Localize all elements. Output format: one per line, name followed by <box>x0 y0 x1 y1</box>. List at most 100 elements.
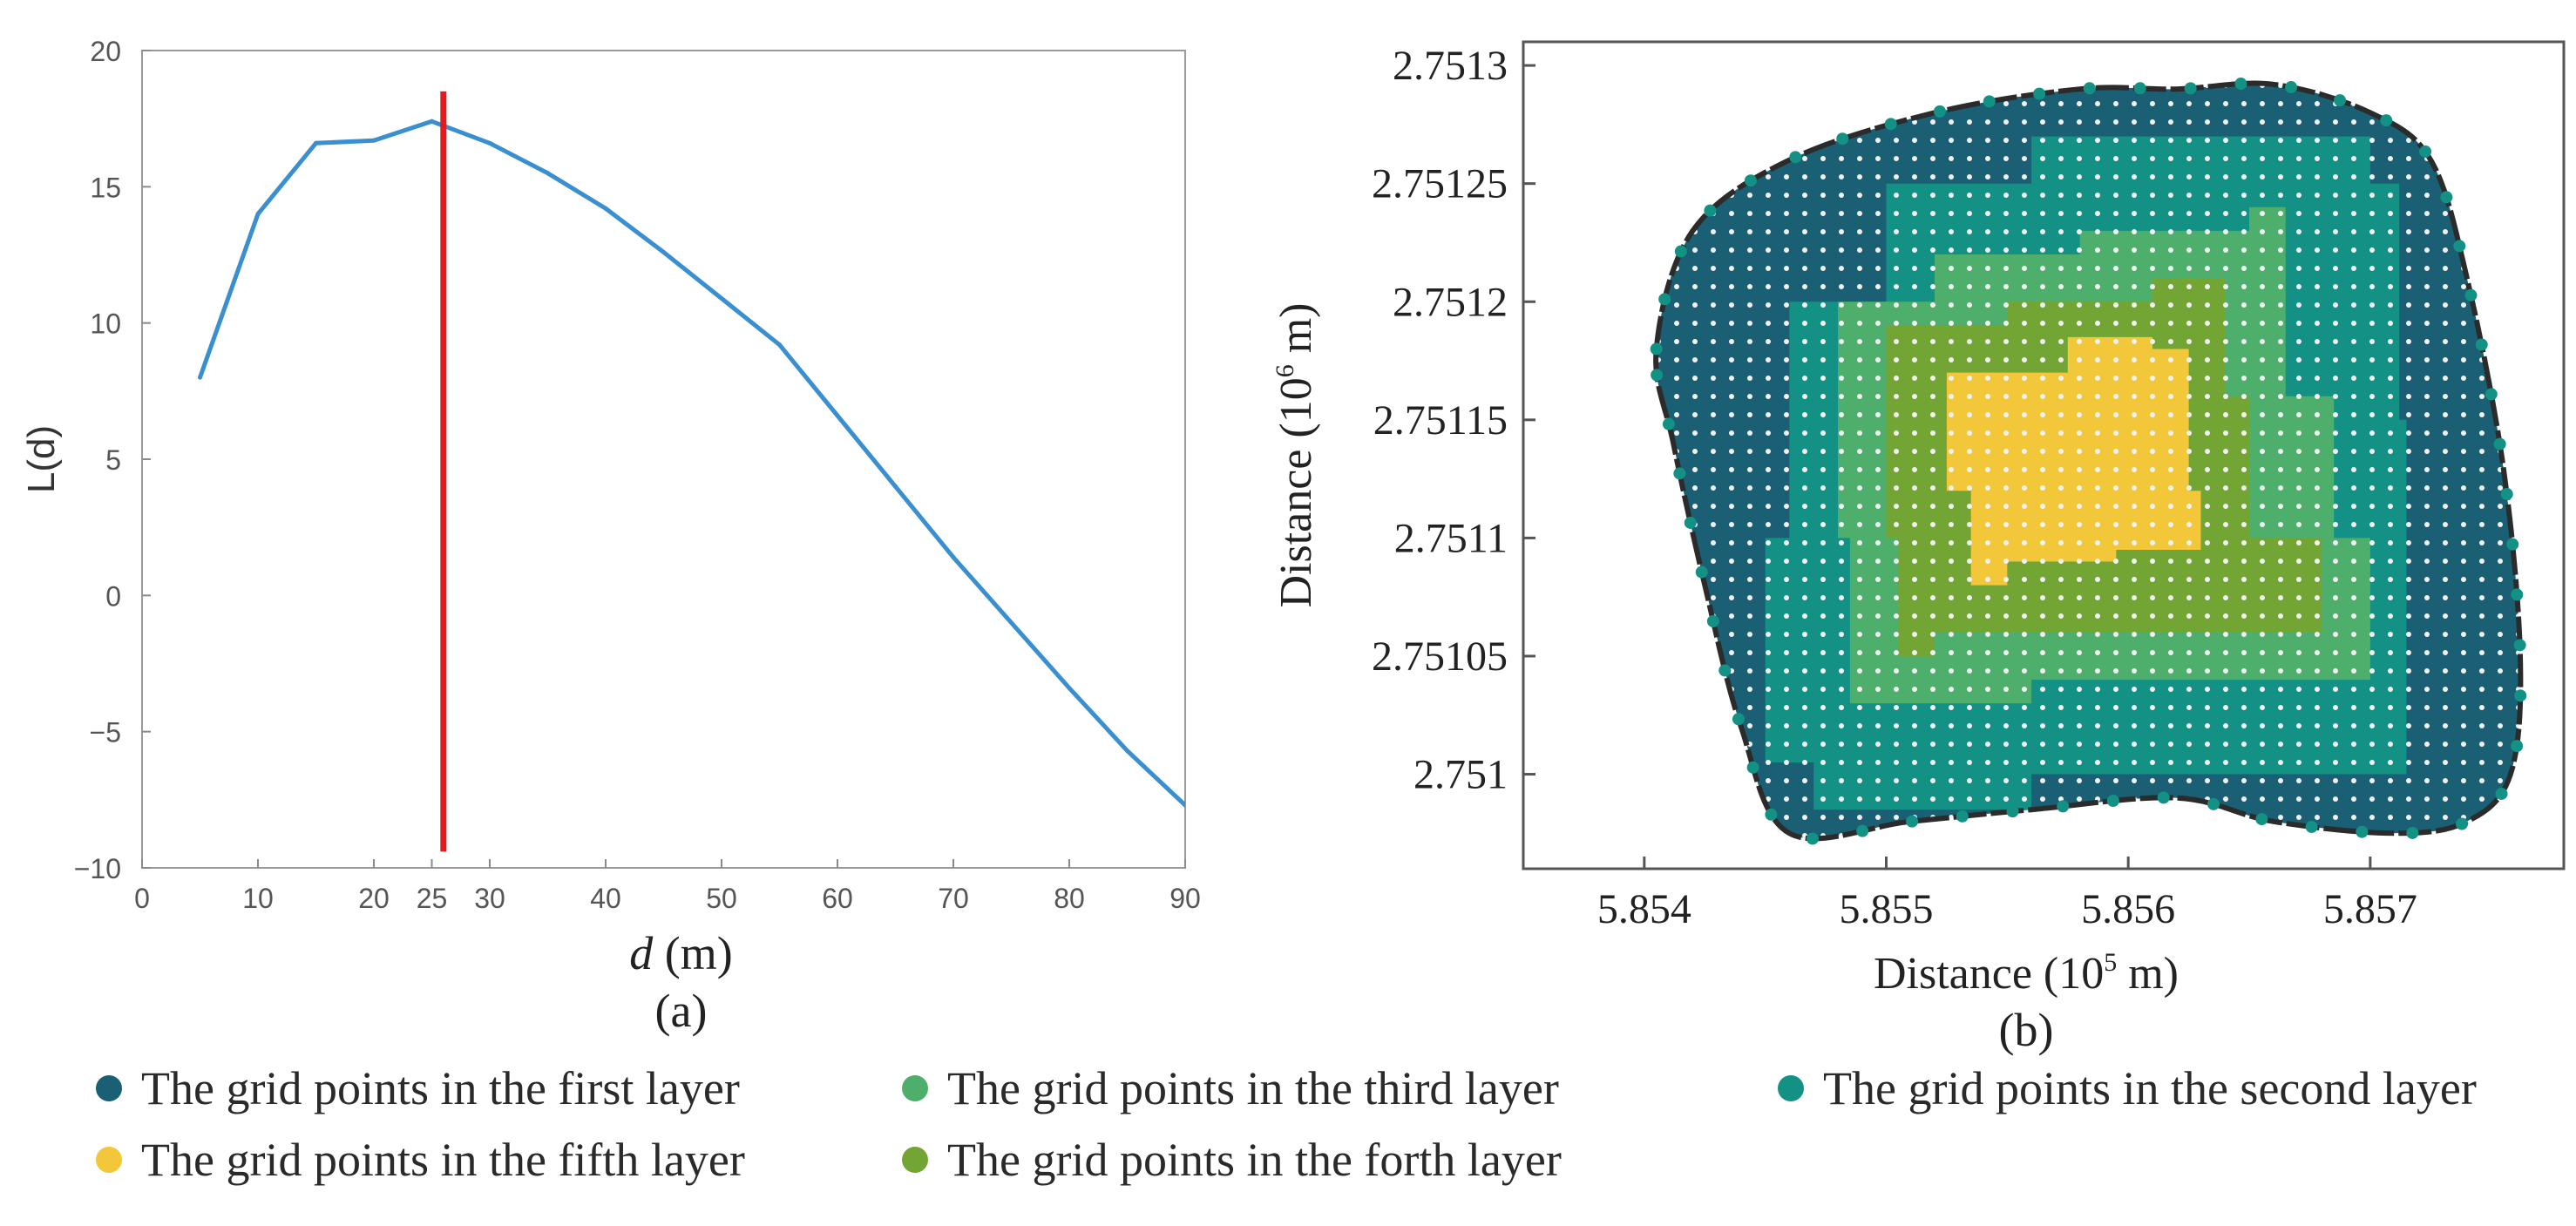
b-grid-point <box>2186 119 2192 125</box>
b-grid-point <box>2461 833 2466 838</box>
b-edge-point <box>1704 204 1717 217</box>
a-x-tick-label: 40 <box>590 883 621 914</box>
b-grid-point <box>1839 760 1844 765</box>
b-grid-point <box>1692 723 1698 728</box>
b-grid-point <box>2315 156 2320 161</box>
b-grid-point <box>1894 851 1899 857</box>
b-grid-point <box>1729 467 1734 472</box>
b-grid-point <box>1546 321 1551 326</box>
b-grid-point <box>1583 193 1588 198</box>
b-grid-point <box>1802 302 1807 308</box>
b-grid-point <box>1747 64 1752 70</box>
b-grid-point <box>1820 430 1826 436</box>
b-grid-point <box>1766 266 1771 271</box>
b-grid-point <box>2498 613 2503 619</box>
b-grid-point <box>2022 266 2027 271</box>
b-grid-point <box>1820 83 1826 88</box>
b-grid-point <box>2168 156 2173 161</box>
b-grid-point <box>2241 64 2247 70</box>
b-grid-point <box>1930 467 1935 472</box>
b-grid-point <box>2296 815 2301 820</box>
b-grid-point <box>2095 376 2100 381</box>
panel-a-x-axis-label: d (m) <box>629 927 732 979</box>
b-grid-point <box>2223 266 2228 271</box>
b-grid-point <box>1747 815 1752 820</box>
b-grid-point <box>2113 485 2118 491</box>
b-grid-point <box>1637 796 1643 802</box>
b-edge-point <box>2033 87 2046 100</box>
b-grid-point <box>2058 778 2064 783</box>
b-grid-point <box>2058 687 2064 692</box>
b-grid-point <box>1802 339 1807 344</box>
b-grid-point <box>2223 522 2228 527</box>
b-grid-point <box>2424 632 2430 637</box>
a-y-tick-label: 10 <box>90 308 121 340</box>
b-grid-point <box>1546 540 1551 545</box>
b-grid-point <box>2186 650 2192 655</box>
b-grid-point <box>2315 467 2320 472</box>
b-grid-point <box>2077 577 2082 582</box>
b-grid-point <box>1839 595 1844 600</box>
b-grid-point <box>1930 321 1935 326</box>
b-grid-point <box>1637 284 1643 289</box>
b-grid-point <box>2315 760 2320 765</box>
b-grid-point <box>2077 357 2082 362</box>
b-grid-point <box>2498 138 2503 143</box>
b-grid-point <box>2461 668 2466 674</box>
b-grid-point <box>2260 467 2265 472</box>
b-grid-point <box>1583 687 1588 692</box>
a-y-tick-label: 20 <box>90 36 121 67</box>
b-grid-point <box>1583 394 1588 399</box>
b-grid-point <box>2168 723 2173 728</box>
b-grid-point <box>2351 613 2356 619</box>
b-grid-point <box>1747 449 1752 454</box>
b-grid-point <box>1930 687 1935 692</box>
b-grid-point <box>2223 504 2228 509</box>
b-grid-point <box>2022 742 2027 747</box>
b-grid-point <box>2388 851 2393 857</box>
b-grid-point <box>1729 46 1734 51</box>
b-grid-point <box>2388 266 2393 271</box>
b-grid-point <box>2388 229 2393 234</box>
b-grid-point <box>2516 83 2521 88</box>
b-grid-point <box>2150 559 2155 564</box>
b-grid-point <box>2479 778 2484 783</box>
b-grid-point <box>1674 357 1679 362</box>
b-grid-point <box>1912 174 1917 179</box>
b-grid-point <box>2424 119 2430 125</box>
b-grid-point <box>2058 485 2064 491</box>
b-grid-point <box>1985 430 1990 436</box>
b-grid-point <box>2534 851 2539 857</box>
b-grid-point <box>2113 64 2118 70</box>
b-grid-point <box>1564 522 1569 527</box>
b-grid-point <box>2003 430 2009 436</box>
b-grid-point <box>1546 211 1551 216</box>
b-grid-point <box>2498 339 2503 344</box>
b-grid-point <box>2516 851 2521 857</box>
b-grid-point <box>1894 339 1899 344</box>
b-grid-point <box>2003 321 2009 326</box>
b-grid-point <box>2406 412 2411 417</box>
b-grid-point <box>2424 796 2430 802</box>
b-grid-point <box>1656 412 1661 417</box>
b-grid-point <box>1637 613 1643 619</box>
b-grid-point <box>1619 449 1624 454</box>
b-grid-point <box>1528 687 1533 692</box>
b-grid-point <box>2296 449 2301 454</box>
b-grid-point <box>1985 376 1990 381</box>
b-grid-point <box>1839 449 1844 454</box>
b-grid-point <box>2534 174 2539 179</box>
b-grid-point <box>2186 668 2192 674</box>
b-grid-point <box>2150 705 2155 710</box>
b-grid-point <box>1583 302 1588 308</box>
b-grid-point <box>1802 101 1807 106</box>
b-grid-point <box>2278 247 2283 253</box>
b-grid-point <box>1967 851 1972 857</box>
b-grid-point <box>2241 833 2247 838</box>
b-grid-point <box>1839 156 1844 161</box>
b-grid-point <box>2333 723 2338 728</box>
b-grid-point <box>2479 577 2484 582</box>
b-grid-point <box>2516 101 2521 106</box>
b-grid-point <box>1802 504 1807 509</box>
b-y-tick-label: 2.75105 <box>1372 633 1508 680</box>
